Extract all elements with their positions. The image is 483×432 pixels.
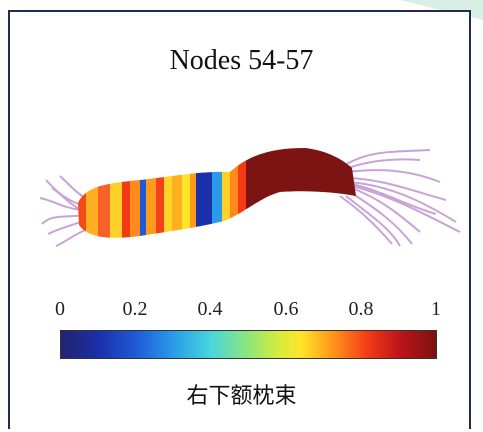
colorbar-tick: 0.2 bbox=[122, 298, 148, 320]
colorbar-tick: 1 bbox=[431, 298, 441, 320]
colorbar-label: 右下额枕束 bbox=[186, 384, 297, 409]
fiber-strands-right bbox=[339, 149, 461, 247]
colorbar bbox=[60, 330, 437, 359]
colorbar-tick: 0 bbox=[55, 298, 65, 320]
tract-colored-segments bbox=[78, 148, 356, 238]
colorbar-tick: 0.8 bbox=[348, 298, 374, 320]
fiber-tract-illustration bbox=[39, 148, 461, 247]
colorbar-tick: 0.4 bbox=[197, 298, 223, 320]
colorbar-tick: 0.6 bbox=[273, 298, 299, 320]
figure-title: Nodes 54-57 bbox=[169, 45, 314, 76]
